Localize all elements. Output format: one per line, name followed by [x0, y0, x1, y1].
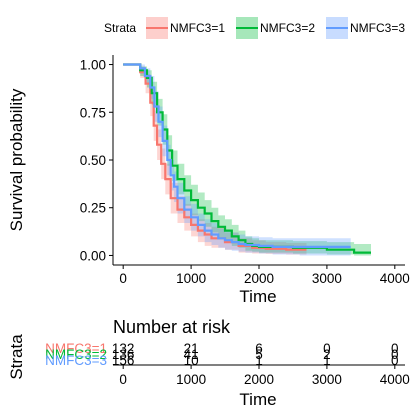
y-tick-label: 0.75	[80, 105, 106, 120]
legend-title: Strata	[104, 21, 136, 35]
x-axis-title: Time	[239, 287, 276, 306]
x-tick-label: 1000	[176, 271, 206, 286]
legend-label-1: NMFC3=1	[170, 21, 225, 35]
risk-x-tick-label: 1000	[176, 372, 206, 387]
x-tick-label: 0	[119, 271, 127, 286]
risk-x-tick-label: 2000	[244, 372, 274, 387]
legend-label-2: NMFC3=2	[260, 21, 315, 35]
risk-table-title: Number at risk	[113, 317, 231, 337]
y-tick-label: 0.50	[80, 153, 106, 168]
legend-key-3	[326, 17, 348, 39]
risk-x-tick-label: 0	[119, 372, 127, 387]
survival-plot: 0.00 0.25 0.50 0.75 1.00 0 1000 2000 3000 4000 S…	[7, 55, 410, 306]
y-tick-label: 0.00	[80, 248, 106, 263]
x-tick-label: 2000	[244, 271, 274, 286]
x-tick-label: 4000	[380, 271, 410, 286]
x-tick-label: 3000	[312, 271, 342, 286]
y-tick-label: 0.25	[80, 201, 106, 216]
risk-x-tick-label: 3000	[312, 372, 342, 387]
risk-x-tick-label: 4000	[380, 372, 410, 387]
risk-x-ticks: 0 1000 2000 3000 4000	[119, 365, 409, 387]
risk-x-axis-title: Time	[239, 390, 276, 409]
y-tick-label: 1.00	[80, 58, 106, 73]
y-ticks: 0.00 0.25 0.50 0.75 1.00	[80, 58, 113, 264]
x-ticks: 0 1000 2000 3000 4000	[119, 265, 409, 286]
legend-key-1	[146, 17, 168, 39]
legend-label-3: NMFC3=3	[350, 21, 405, 35]
legend: Strata NMFC3=1 NMFC3=2 NMFC3=3	[104, 17, 405, 39]
y-axis-title: Survival probability	[7, 88, 26, 231]
survival-curves	[123, 65, 371, 253]
risk-y-axis-title: Strata	[7, 334, 26, 380]
risk-row-label-3: NMFC3=3	[45, 353, 107, 368]
legend-key-2	[236, 17, 258, 39]
